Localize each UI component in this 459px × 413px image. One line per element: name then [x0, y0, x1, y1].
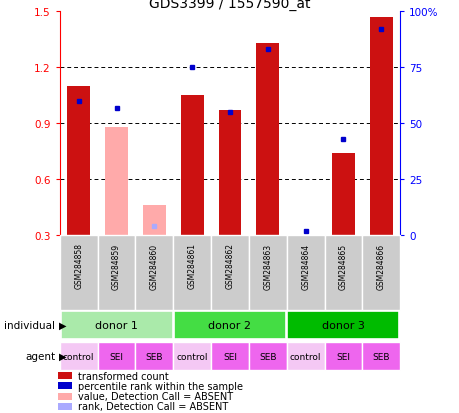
Bar — [67, 87, 90, 235]
Bar — [60, 342, 97, 370]
Text: SEB: SEB — [146, 352, 163, 361]
Text: ▶: ▶ — [59, 351, 66, 361]
Bar — [286, 235, 324, 310]
Text: GSM284860: GSM284860 — [150, 243, 158, 289]
Bar — [97, 235, 135, 310]
Bar — [324, 235, 362, 310]
Text: GSM284866: GSM284866 — [376, 243, 385, 289]
Bar — [362, 342, 399, 370]
Bar — [58, 372, 72, 379]
Bar — [105, 128, 128, 235]
Bar — [286, 342, 324, 370]
Bar — [256, 44, 279, 235]
Text: SEB: SEB — [372, 352, 389, 361]
Text: GSM284863: GSM284863 — [263, 243, 272, 289]
Bar — [180, 96, 203, 235]
Bar — [324, 342, 362, 370]
Text: ▶: ▶ — [59, 320, 66, 330]
Bar — [248, 342, 286, 370]
Title: GDS3399 / 1557590_at: GDS3399 / 1557590_at — [149, 0, 310, 12]
Bar — [211, 342, 248, 370]
Bar — [362, 235, 399, 310]
Text: control: control — [176, 352, 207, 361]
Bar — [173, 342, 211, 370]
Bar — [61, 311, 172, 339]
Text: GSM284859: GSM284859 — [112, 243, 121, 289]
Bar — [331, 154, 354, 235]
Text: SEI: SEI — [336, 352, 350, 361]
Bar — [58, 403, 72, 410]
Text: donor 1: donor 1 — [95, 320, 138, 330]
Bar — [174, 311, 285, 339]
Bar — [369, 18, 392, 235]
Text: individual: individual — [4, 320, 55, 330]
Bar — [97, 342, 135, 370]
Text: SEI: SEI — [223, 352, 236, 361]
Text: donor 2: donor 2 — [208, 320, 251, 330]
Text: agent: agent — [25, 351, 55, 361]
Text: GSM284861: GSM284861 — [187, 243, 196, 289]
Bar — [173, 235, 211, 310]
Bar — [135, 342, 173, 370]
Bar — [58, 382, 72, 389]
Text: control: control — [63, 352, 94, 361]
Text: GSM284864: GSM284864 — [301, 243, 309, 289]
Text: transformed count: transformed count — [77, 371, 168, 381]
Text: SEB: SEB — [258, 352, 276, 361]
Text: donor 3: donor 3 — [321, 320, 364, 330]
Text: rank, Detection Call = ABSENT: rank, Detection Call = ABSENT — [77, 401, 227, 411]
Bar — [218, 111, 241, 235]
Text: GSM284858: GSM284858 — [74, 243, 83, 289]
Bar — [248, 235, 286, 310]
Bar — [143, 206, 165, 235]
Text: percentile rank within the sample: percentile rank within the sample — [77, 381, 242, 391]
Text: GSM284862: GSM284862 — [225, 243, 234, 289]
Text: SEI: SEI — [109, 352, 123, 361]
Text: GSM284865: GSM284865 — [338, 243, 347, 289]
Text: control: control — [289, 352, 321, 361]
Bar — [211, 235, 248, 310]
Bar — [58, 393, 72, 400]
Text: value, Detection Call = ABSENT: value, Detection Call = ABSENT — [77, 391, 232, 401]
Bar — [287, 311, 398, 339]
Bar — [135, 235, 173, 310]
Bar — [60, 235, 97, 310]
